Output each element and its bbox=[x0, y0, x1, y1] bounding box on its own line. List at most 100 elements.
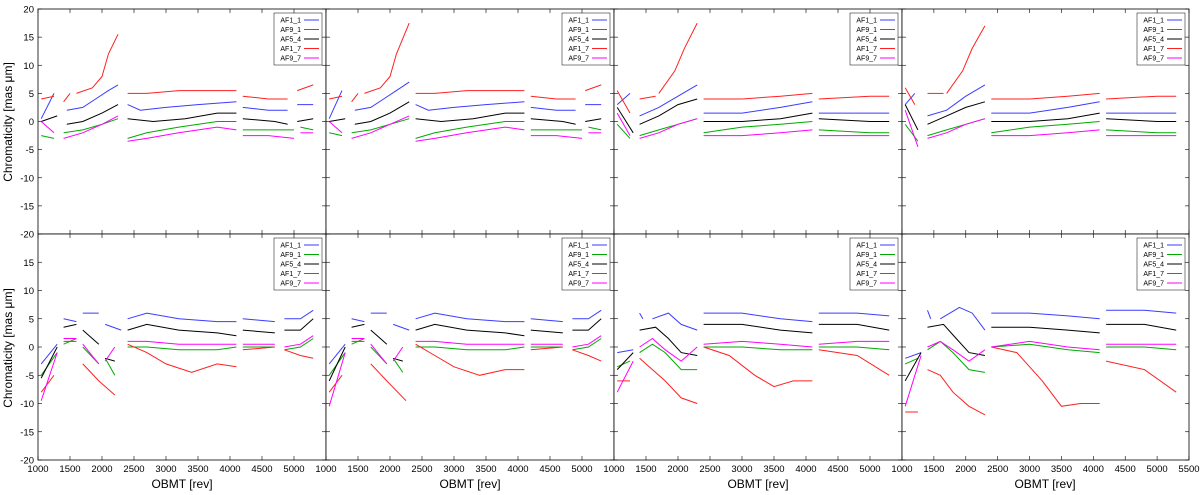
series-line-af1-1 bbox=[530, 318, 563, 323]
series-line-af1-7 bbox=[41, 95, 55, 100]
series-line-af9-7 bbox=[242, 135, 295, 139]
series-line-af1-1 bbox=[904, 93, 916, 105]
series-line-af1-7 bbox=[991, 92, 1100, 100]
series-line-af5-4 bbox=[927, 101, 986, 125]
series-line-af1-7 bbox=[297, 84, 314, 92]
chart-panel-top-1: 20151050-5-10-15-20AF1_1AF9_1AF5_4AF1_7A… bbox=[20, 5, 327, 241]
series-line-af1-7 bbox=[127, 343, 237, 373]
series-line-af5-4 bbox=[818, 118, 890, 122]
series-line-af9-7 bbox=[370, 343, 388, 365]
legend-label: AF1_7 bbox=[280, 46, 301, 53]
series-line-af5-4 bbox=[1106, 323, 1177, 331]
series-line-af5-4 bbox=[297, 118, 314, 122]
y-axis-title-bottom: Chromaticity [mas μm] bbox=[1, 288, 15, 408]
series-line-af5-4 bbox=[127, 323, 237, 337]
legend-label: AF9_1 bbox=[568, 27, 589, 34]
series-line-af5-4 bbox=[242, 329, 275, 334]
series-line-af5-4 bbox=[572, 318, 602, 331]
series-line-af1-7 bbox=[639, 95, 656, 100]
series-line-af1-1 bbox=[415, 101, 525, 111]
legend-label: AF1_7 bbox=[568, 271, 589, 278]
series-line-af9-7 bbox=[104, 346, 116, 362]
series-line-af5-4 bbox=[703, 112, 813, 122]
series-line-af9-7 bbox=[616, 360, 634, 393]
series-line-af9-7 bbox=[991, 129, 1100, 137]
legend: AF1_1 AF9_1 AF5_4 AF1_7 AF9_7 bbox=[561, 12, 611, 66]
series-line-af1-1 bbox=[40, 343, 58, 365]
series-lines bbox=[328, 309, 602, 407]
series-line-af5-4 bbox=[991, 112, 1100, 122]
series-line-af9-1 bbox=[104, 358, 116, 376]
x-tick-label: 2500 bbox=[123, 464, 144, 475]
legend-label: AF9_1 bbox=[1143, 252, 1164, 259]
series-line-af1-1 bbox=[652, 312, 698, 331]
legend-label: AF9_1 bbox=[280, 252, 301, 259]
series-line-af9-1 bbox=[639, 343, 698, 371]
y-tick-label: -15 bbox=[20, 427, 34, 438]
x-tick-label: 4500 bbox=[1115, 464, 1136, 475]
series-line-af5-4 bbox=[41, 115, 58, 122]
series-line-af5-4 bbox=[530, 118, 576, 125]
series-line-af1-1 bbox=[991, 101, 1100, 114]
series-line-af9-1 bbox=[284, 338, 314, 351]
series-line-af1-1 bbox=[242, 106, 288, 111]
legend-label: AF1_7 bbox=[856, 46, 877, 53]
legend-label: AF1_7 bbox=[1143, 271, 1164, 278]
x-tick-label: 4500 bbox=[539, 464, 560, 475]
series-line-af9-1 bbox=[351, 118, 410, 134]
legend: AF1_1 AF9_1 AF5_4 AF1_7 AF9_7 bbox=[561, 237, 611, 291]
series-line-af1-7 bbox=[1105, 360, 1177, 393]
x-tick-label: 5000 bbox=[571, 464, 592, 475]
series-line-af5-4 bbox=[530, 329, 563, 334]
series-line-af1-1 bbox=[639, 312, 644, 320]
series-line-af1-1 bbox=[351, 318, 365, 323]
series-line-af1-7 bbox=[530, 95, 576, 100]
series-line-af1-1 bbox=[940, 306, 986, 331]
series-line-af9-1 bbox=[904, 123, 919, 142]
x-axis-title-2: OBMT [rev] bbox=[439, 477, 500, 491]
series-line-af1-1 bbox=[530, 106, 576, 111]
x-tick-label: 5000 bbox=[283, 464, 304, 475]
series-line-af1-7 bbox=[703, 92, 813, 100]
chart-panel-bottom-2: 1000 1500 2000 2500 3000 3500 4000 4500 5000 AF1_… bbox=[315, 233, 615, 475]
x-tick-label: 4000 bbox=[507, 464, 528, 475]
x-tick-label: 2500 bbox=[411, 464, 432, 475]
legend-label: AF5_4 bbox=[856, 262, 877, 269]
series-line-af5-4 bbox=[242, 118, 288, 125]
series-line-af9-1 bbox=[41, 135, 55, 139]
x-tick-label: 4000 bbox=[219, 464, 240, 475]
series-lines bbox=[40, 34, 314, 142]
series-line-af9-7 bbox=[616, 112, 631, 136]
series-lines bbox=[904, 25, 1177, 147]
legend-label: AF1_1 bbox=[280, 243, 301, 250]
series-line-af9-7 bbox=[904, 355, 922, 407]
series-line-af9-1 bbox=[127, 121, 237, 139]
legend-label: AF9_7 bbox=[1143, 56, 1164, 63]
y-tick-label: -15 bbox=[20, 201, 34, 212]
series-line-af1-7 bbox=[991, 346, 1100, 407]
series-line-af5-4 bbox=[415, 112, 525, 123]
chart-panel-top-2: AF1_1 AF9_1 AF5_4 AF1_7 AF9_7 bbox=[325, 8, 615, 235]
y-tick-label: 0 bbox=[29, 117, 34, 128]
series-line-af1-1 bbox=[616, 93, 631, 105]
series-line-af1-7 bbox=[1106, 95, 1177, 100]
series-line-af1-1 bbox=[354, 81, 410, 111]
legend-label: AF9_7 bbox=[568, 281, 589, 288]
legend-label: AF1_1 bbox=[280, 18, 301, 25]
series-line-af9-1 bbox=[63, 118, 119, 134]
axis-ticks bbox=[325, 233, 615, 461]
series-line-af9-7 bbox=[127, 340, 237, 345]
x-tick-label: 1500 bbox=[347, 464, 368, 475]
series-line-af1-1 bbox=[818, 312, 890, 317]
series-line-af9-7 bbox=[63, 115, 119, 139]
x-tick-label: 2000 bbox=[379, 464, 400, 475]
axis-ticks bbox=[37, 233, 327, 461]
x-tick-label: 3000 bbox=[155, 464, 176, 475]
series-line-af1-7 bbox=[76, 34, 119, 94]
y-tick-label: 5 bbox=[29, 314, 34, 325]
series-line-af9-1 bbox=[818, 129, 890, 134]
series-line-af5-4 bbox=[616, 107, 634, 134]
legend-label: AF9_7 bbox=[280, 281, 301, 288]
y-tick-label: 15 bbox=[23, 33, 34, 44]
x-tick-label: 1000 bbox=[891, 464, 912, 475]
